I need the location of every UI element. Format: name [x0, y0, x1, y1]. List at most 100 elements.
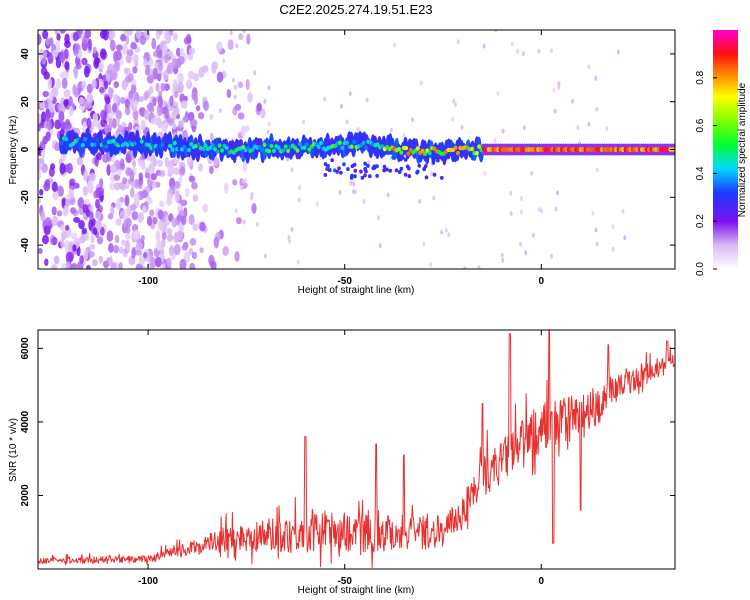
- ridge-core-cell: [196, 142, 201, 147]
- snr-y-tick-label: 2000: [20, 484, 31, 507]
- noise-cell: [138, 172, 144, 182]
- noise-cell: [242, 161, 248, 173]
- noise-cell: [453, 102, 457, 108]
- noise-cell: [594, 227, 598, 233]
- ridge-core-cell: [245, 145, 250, 151]
- noise-cell: [97, 186, 105, 196]
- noise-cell: [166, 227, 173, 235]
- ridge-side-cell: [350, 173, 354, 178]
- noise-cell: [104, 96, 111, 105]
- noise-cell: [124, 239, 131, 251]
- noise-cell: [191, 181, 198, 190]
- noise-cell: [144, 109, 149, 120]
- noise-cell: [242, 30, 246, 34]
- snr-y-ticks: 2000 4000 6000: [20, 337, 675, 507]
- noise-cell: [594, 75, 598, 81]
- noise-cell: [77, 196, 85, 209]
- noise-cell: [123, 208, 129, 219]
- ridge-side-cell: [407, 166, 411, 171]
- ridge-side-cell: [368, 174, 372, 179]
- noise-cell: [178, 176, 183, 183]
- noise-cell: [201, 65, 209, 73]
- ridge-core-cell: [427, 150, 432, 156]
- spectrogram-y-tick-label: -20: [20, 190, 31, 205]
- noise-cell: [393, 42, 397, 48]
- ridge-core-cell: [307, 147, 312, 152]
- noise-cell: [61, 263, 67, 269]
- noise-cell: [130, 187, 135, 198]
- noise-cell: [250, 191, 254, 197]
- noise-cell: [72, 244, 77, 252]
- noise-cell: [222, 58, 226, 64]
- noise-cell: [141, 189, 149, 199]
- noise-cell: [86, 83, 93, 94]
- noise-cell: [118, 262, 123, 269]
- noise-cell: [224, 182, 229, 195]
- noise-cell: [160, 124, 168, 133]
- noise-cell: [192, 194, 199, 203]
- noise-cell: [70, 207, 77, 215]
- ridge-side-cell: [363, 173, 367, 178]
- ridge-side-cell: [346, 167, 350, 172]
- noise-cell: [107, 213, 114, 220]
- noise-cell: [180, 199, 188, 207]
- noise-cell: [41, 163, 48, 174]
- noise-cell: [521, 51, 525, 57]
- noise-cell: [171, 58, 178, 69]
- noise-cell: [460, 124, 464, 130]
- noise-cell: [45, 217, 52, 227]
- ridge-core-cell: [396, 146, 401, 152]
- noise-cell: [108, 243, 114, 253]
- ridge-side-cell: [407, 174, 412, 179]
- ridge-core-cell: [404, 145, 409, 151]
- noise-cell: [266, 129, 270, 135]
- noise-cell: [79, 234, 86, 244]
- noise-cell: [135, 30, 142, 40]
- noise-cell: [120, 239, 127, 247]
- noise-cell: [587, 121, 591, 127]
- noise-cell: [125, 153, 132, 164]
- colorbar-tick-label: 0.2: [695, 214, 706, 228]
- noise-cell: [345, 119, 349, 125]
- spectrogram-y-tick-label: 40: [20, 48, 31, 60]
- snr-x-label: Height of straight line (km): [298, 585, 415, 596]
- ridge-core-cell: [297, 141, 302, 147]
- noise-cell: [509, 211, 513, 217]
- colorbar-tick-label: 0.0: [695, 262, 706, 276]
- noise-cell: [100, 109, 107, 121]
- ridge-core-cell: [146, 142, 151, 148]
- noise-cell: [188, 175, 196, 183]
- noise-cell: [410, 117, 414, 123]
- noise-cell: [147, 74, 155, 84]
- noise-cell: [298, 185, 302, 191]
- snr-x-tick-label: -100: [138, 576, 158, 587]
- spectrogram-image: [38, 30, 675, 269]
- noise-cell: [418, 198, 422, 204]
- noise-cell: [290, 226, 294, 232]
- noise-cell: [98, 61, 105, 70]
- spectrogram-x-tick-label: -50: [337, 276, 352, 287]
- noise-cell: [124, 105, 131, 116]
- noise-cell: [154, 256, 162, 268]
- noise-cell: [152, 96, 157, 107]
- noise-cell: [243, 178, 247, 184]
- ridge-core-cell: [281, 148, 286, 153]
- noise-cell: [38, 157, 45, 165]
- noise-cell: [89, 172, 96, 182]
- noise-cell: [621, 208, 625, 214]
- noise-cell: [51, 206, 57, 216]
- noise-cell: [595, 106, 599, 112]
- noise-cell: [62, 70, 69, 80]
- ridge-side-cell: [330, 158, 334, 163]
- ridge-side-cell: [397, 169, 402, 174]
- ridge-side-cell: [432, 172, 437, 177]
- noise-cell: [389, 127, 393, 133]
- ridge-side-cell: [323, 162, 328, 167]
- ridge-core-cell: [208, 145, 213, 151]
- noise-cell: [187, 111, 195, 122]
- noise-cell: [42, 49, 48, 59]
- noise-cell: [143, 58, 148, 68]
- noise-cell: [92, 46, 97, 54]
- noise-cell: [85, 264, 91, 269]
- noise-cell: [126, 225, 131, 234]
